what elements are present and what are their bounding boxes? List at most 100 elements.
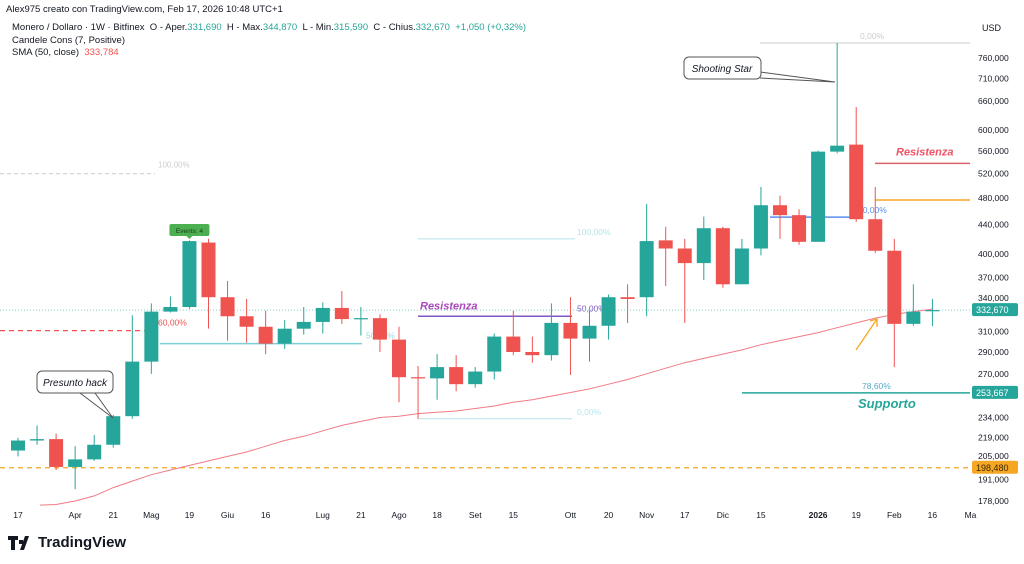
fib-label: 78,60% — [862, 381, 891, 391]
low-value: 315,590 — [333, 22, 369, 33]
candle-body — [392, 339, 406, 378]
x-tick-label: Apr — [69, 510, 82, 520]
candle-body — [773, 205, 787, 216]
candle — [868, 186, 883, 254]
callout-presunto-hack: Presunto hack — [43, 378, 108, 389]
candle — [372, 314, 387, 352]
candle-body — [696, 228, 711, 264]
resistance-label-2: Resistenza — [896, 146, 953, 158]
open-value: 331,690 — [187, 22, 222, 33]
candle-body — [563, 322, 578, 339]
candle — [753, 186, 768, 256]
events-badge-pointer — [186, 236, 193, 239]
candle — [696, 216, 711, 281]
price-label-text: 198,480 — [976, 463, 1009, 473]
fib-label: 50,00% — [858, 205, 887, 215]
symbol-legend: Monero / Dollaro · 1W · Bitfinex O - Ape… — [12, 22, 526, 33]
indicator-candle-patterns[interactable]: Candele Cons (7, Positive) — [12, 35, 125, 46]
candle-body — [106, 416, 121, 445]
indicator-sma[interactable]: SMA (50, close) 333,784 — [12, 47, 119, 58]
fib-label: 100,00% — [158, 161, 190, 170]
candle — [525, 336, 540, 363]
candle — [925, 299, 940, 327]
candle-body — [811, 151, 826, 242]
candle-body — [830, 145, 845, 152]
candle — [182, 240, 197, 309]
candle-body — [353, 318, 368, 320]
price-label-text: 253,667 — [976, 388, 1009, 398]
candle-body — [49, 439, 64, 467]
candle — [849, 106, 864, 222]
x-tick-label: 18 — [432, 510, 442, 520]
candle-body — [182, 241, 197, 308]
candle-body — [11, 440, 25, 451]
candle — [506, 310, 521, 356]
candle — [773, 195, 787, 239]
callout-pointer — [759, 71, 836, 83]
chart-credit: Alex975 creato con TradingView.com, Feb … — [6, 4, 283, 15]
price-label-box — [972, 460, 1018, 474]
candle-body — [239, 316, 254, 327]
x-tick-label: 19 — [851, 510, 861, 520]
x-tick-label: 16 — [928, 510, 938, 520]
candle-body — [125, 361, 140, 417]
callout-pointer — [79, 392, 114, 419]
candle — [677, 238, 692, 323]
x-tick-label: 19 — [185, 510, 195, 520]
candle — [544, 303, 559, 361]
y-tick-label: 205,000 — [978, 451, 1009, 461]
candle — [639, 203, 654, 317]
events-badge-text: Events: 4 — [176, 228, 203, 235]
logo-text: TradingView — [38, 534, 127, 551]
fib-label: 60,00% — [158, 318, 187, 328]
low-label: L - Min. — [302, 22, 334, 33]
candle — [734, 238, 749, 285]
candle — [11, 437, 25, 457]
candle-body — [868, 219, 883, 251]
y-tick-label: 370,000 — [978, 273, 1009, 283]
symbol-name[interactable]: Monero / Dollaro · 1W · Bitfinex — [12, 22, 145, 33]
price-label-text: 332,670 — [976, 305, 1009, 315]
y-tick-label: 219,000 — [978, 433, 1009, 443]
change-value: +1,050 (+0,32%) — [455, 22, 527, 33]
candle-body — [887, 250, 902, 324]
candle-body — [144, 311, 159, 362]
y-tick-label: 710,000 — [978, 74, 1009, 84]
x-tick-label: Ott — [565, 510, 577, 520]
sma-value: 333,784 — [84, 47, 119, 58]
y-tick-label: 310,000 — [978, 327, 1009, 337]
candle-body — [544, 322, 559, 356]
candle-body — [925, 310, 940, 312]
candle — [887, 238, 902, 368]
candle-body — [658, 240, 673, 249]
tradingview-logo-icon — [8, 535, 29, 550]
x-tick-label: Ago — [391, 510, 406, 520]
candle-body — [525, 351, 540, 356]
candle-body — [487, 336, 502, 372]
candle — [906, 284, 921, 326]
x-tick-label: 15 — [756, 510, 766, 520]
y-tick-label: 178,000 — [978, 496, 1009, 506]
candle — [258, 310, 273, 355]
candle — [449, 355, 464, 392]
candle — [49, 433, 64, 471]
candle-body — [277, 328, 292, 344]
candle — [620, 284, 635, 323]
x-tick-label: 17 — [680, 510, 690, 520]
x-tick-label: Giu — [221, 510, 235, 520]
candle — [563, 297, 578, 375]
candle — [582, 310, 597, 362]
price-chart[interactable]: USD 760,000 710,000 660,000 600,000 560,000 52… — [0, 0, 1024, 530]
y-tick-label: 660,000 — [978, 96, 1009, 106]
candle-body — [468, 371, 483, 385]
x-tick-label: 15 — [509, 510, 519, 520]
x-tick-label: Ma — [965, 510, 977, 520]
close-label: C - Chius. — [373, 22, 416, 33]
candle-body — [201, 242, 216, 298]
high-value: 344,870 — [262, 22, 298, 33]
callout-box — [36, 370, 114, 394]
x-tick-label: 21 — [356, 510, 366, 520]
y-tick-label: 400,000 — [978, 249, 1009, 259]
candle — [30, 425, 45, 445]
candle — [277, 320, 292, 349]
